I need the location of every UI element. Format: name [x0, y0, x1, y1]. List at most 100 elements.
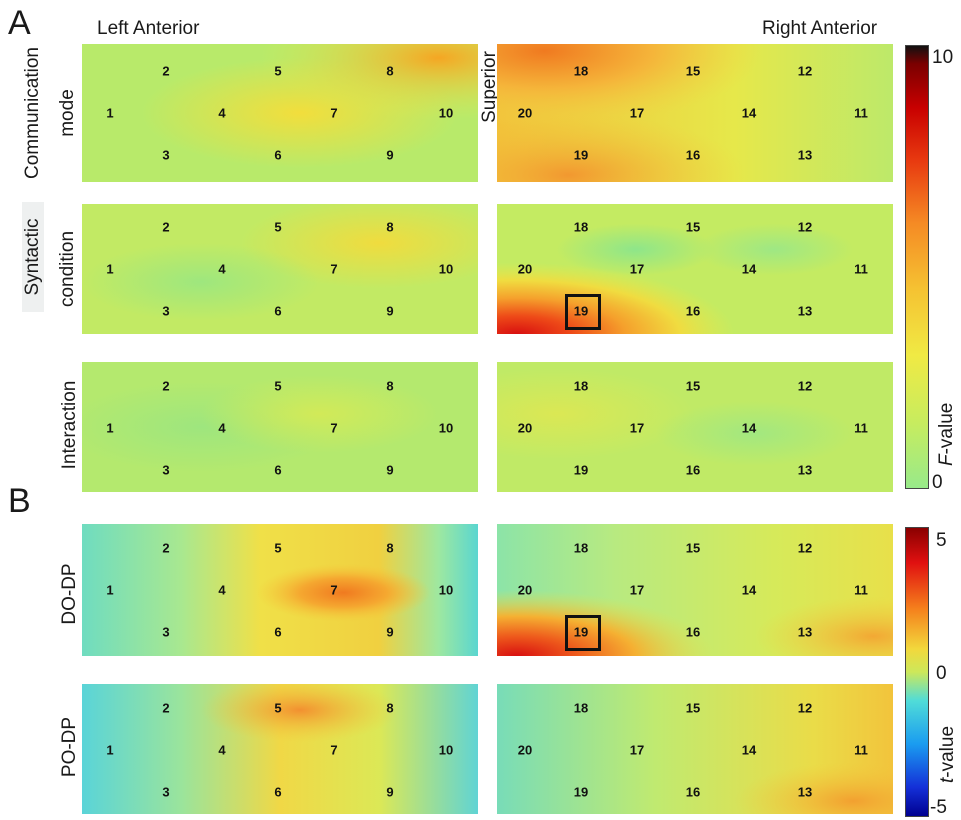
- channel-label-10: 10: [438, 420, 454, 436]
- channel-label-12: 12: [797, 540, 813, 556]
- channel-label-15: 15: [685, 540, 701, 556]
- row-label-do-dp: DO-DP: [59, 563, 80, 625]
- channel-label-11: 11: [854, 420, 868, 436]
- channel-label-5: 5: [274, 378, 282, 394]
- map-a-condition-left: [82, 204, 478, 334]
- channel-label-10: 10: [438, 105, 454, 121]
- map-a-condition-right: [497, 204, 893, 334]
- channel-label-17: 17: [629, 261, 645, 277]
- channel-label-7: 7: [330, 261, 338, 277]
- channel-label-20: 20: [517, 420, 533, 436]
- channel-label-16: 16: [685, 303, 701, 319]
- channel-label-13: 13: [797, 624, 813, 640]
- channel-label-2: 2: [162, 700, 170, 716]
- channel-label-7: 7: [330, 742, 338, 758]
- channel-label-19: 19: [573, 462, 589, 478]
- colorbar-b-min: -5: [930, 797, 947, 818]
- channel-label-3: 3: [162, 303, 170, 319]
- channel-label-13: 13: [797, 147, 813, 163]
- channel-label-9: 9: [386, 147, 394, 163]
- channel-label-15: 15: [685, 63, 701, 79]
- channel-label-20: 20: [517, 582, 533, 598]
- channel-label-9: 9: [386, 784, 394, 800]
- channel-label-6: 6: [274, 462, 282, 478]
- channel-label-2: 2: [162, 63, 170, 79]
- channel-label-12: 12: [797, 700, 813, 716]
- channel-label-10: 10: [438, 582, 454, 598]
- map-a-interaction-right: [497, 362, 893, 492]
- channel-label-4: 4: [218, 742, 226, 758]
- channel-label-17: 17: [629, 420, 645, 436]
- channel-label-1: 1: [106, 582, 114, 598]
- channel-label-3: 3: [162, 462, 170, 478]
- channel-label-16: 16: [685, 784, 701, 800]
- channel-label-1: 1: [106, 420, 114, 436]
- channel-label-20: 20: [517, 261, 533, 277]
- channel-label-3: 3: [162, 147, 170, 163]
- channel-label-16: 16: [685, 147, 701, 163]
- row-label-interaction: Interaction: [59, 380, 80, 470]
- channel-label-9: 9: [386, 303, 394, 319]
- panel-a-letter: A: [8, 4, 31, 42]
- channel-label-6: 6: [274, 624, 282, 640]
- channel-label-19: 19: [573, 303, 589, 319]
- channel-label-7: 7: [330, 582, 338, 598]
- channel-label-20: 20: [517, 742, 533, 758]
- channel-label-19: 19: [573, 147, 589, 163]
- channel-label-16: 16: [685, 462, 701, 478]
- channel-label-4: 4: [218, 105, 226, 121]
- channel-19-highlight: [565, 294, 601, 330]
- channel-label-10: 10: [438, 261, 454, 277]
- map-b-dodp-right: [497, 524, 893, 656]
- channel-label-15: 15: [685, 378, 701, 394]
- channel-label-9: 9: [386, 624, 394, 640]
- channel-label-5: 5: [274, 700, 282, 716]
- channel-label-3: 3: [162, 784, 170, 800]
- channel-label-2: 2: [162, 378, 170, 394]
- channel-label-14: 14: [741, 261, 757, 277]
- channel-label-5: 5: [274, 63, 282, 79]
- channel-label-14: 14: [741, 105, 757, 121]
- channel-label-19: 19: [573, 784, 589, 800]
- channel-label-8: 8: [386, 219, 394, 235]
- colorbar-a-max: 10: [932, 47, 954, 68]
- channel-label-6: 6: [274, 303, 282, 319]
- channel-label-6: 6: [274, 147, 282, 163]
- channel-label-12: 12: [797, 219, 813, 235]
- map-a-interaction-left: [82, 362, 478, 492]
- row-label-condition: condition: [57, 230, 78, 308]
- header-right-anterior: Right Anterior: [762, 18, 878, 39]
- channel-label-8: 8: [386, 378, 394, 394]
- channel-label-20: 20: [517, 105, 533, 121]
- row-label-communication: Communication: [22, 47, 43, 179]
- channel-label-14: 14: [741, 742, 757, 758]
- channel-label-13: 13: [797, 303, 813, 319]
- map-a-mode-left: [82, 44, 478, 182]
- channel-label-15: 15: [685, 700, 701, 716]
- colorbar-b-max: 5: [936, 530, 947, 551]
- colorbar-b-label: t-value: [937, 725, 958, 783]
- channel-label-14: 14: [741, 582, 757, 598]
- channel-label-11: 11: [854, 105, 868, 121]
- channel-label-12: 12: [797, 378, 813, 394]
- channel-label-3: 3: [162, 624, 170, 640]
- channel-label-9: 9: [386, 462, 394, 478]
- channel-19-highlight: [565, 615, 601, 651]
- row-label-mode: mode: [57, 89, 78, 137]
- channel-label-5: 5: [274, 540, 282, 556]
- channel-label-4: 4: [218, 420, 226, 436]
- channel-label-18: 18: [573, 700, 589, 716]
- channel-label-2: 2: [162, 219, 170, 235]
- channel-label-8: 8: [386, 540, 394, 556]
- channel-label-18: 18: [573, 540, 589, 556]
- channel-label-4: 4: [218, 582, 226, 598]
- channel-label-11: 11: [854, 582, 868, 598]
- colorbar-f-value: [905, 45, 929, 489]
- channel-label-18: 18: [573, 219, 589, 235]
- row-label-syntactic: Syntactic: [22, 202, 44, 312]
- channel-label-11: 11: [854, 742, 868, 758]
- channel-label-13: 13: [797, 462, 813, 478]
- channel-label-15: 15: [685, 219, 701, 235]
- channel-label-14: 14: [741, 420, 757, 436]
- channel-label-10: 10: [438, 742, 454, 758]
